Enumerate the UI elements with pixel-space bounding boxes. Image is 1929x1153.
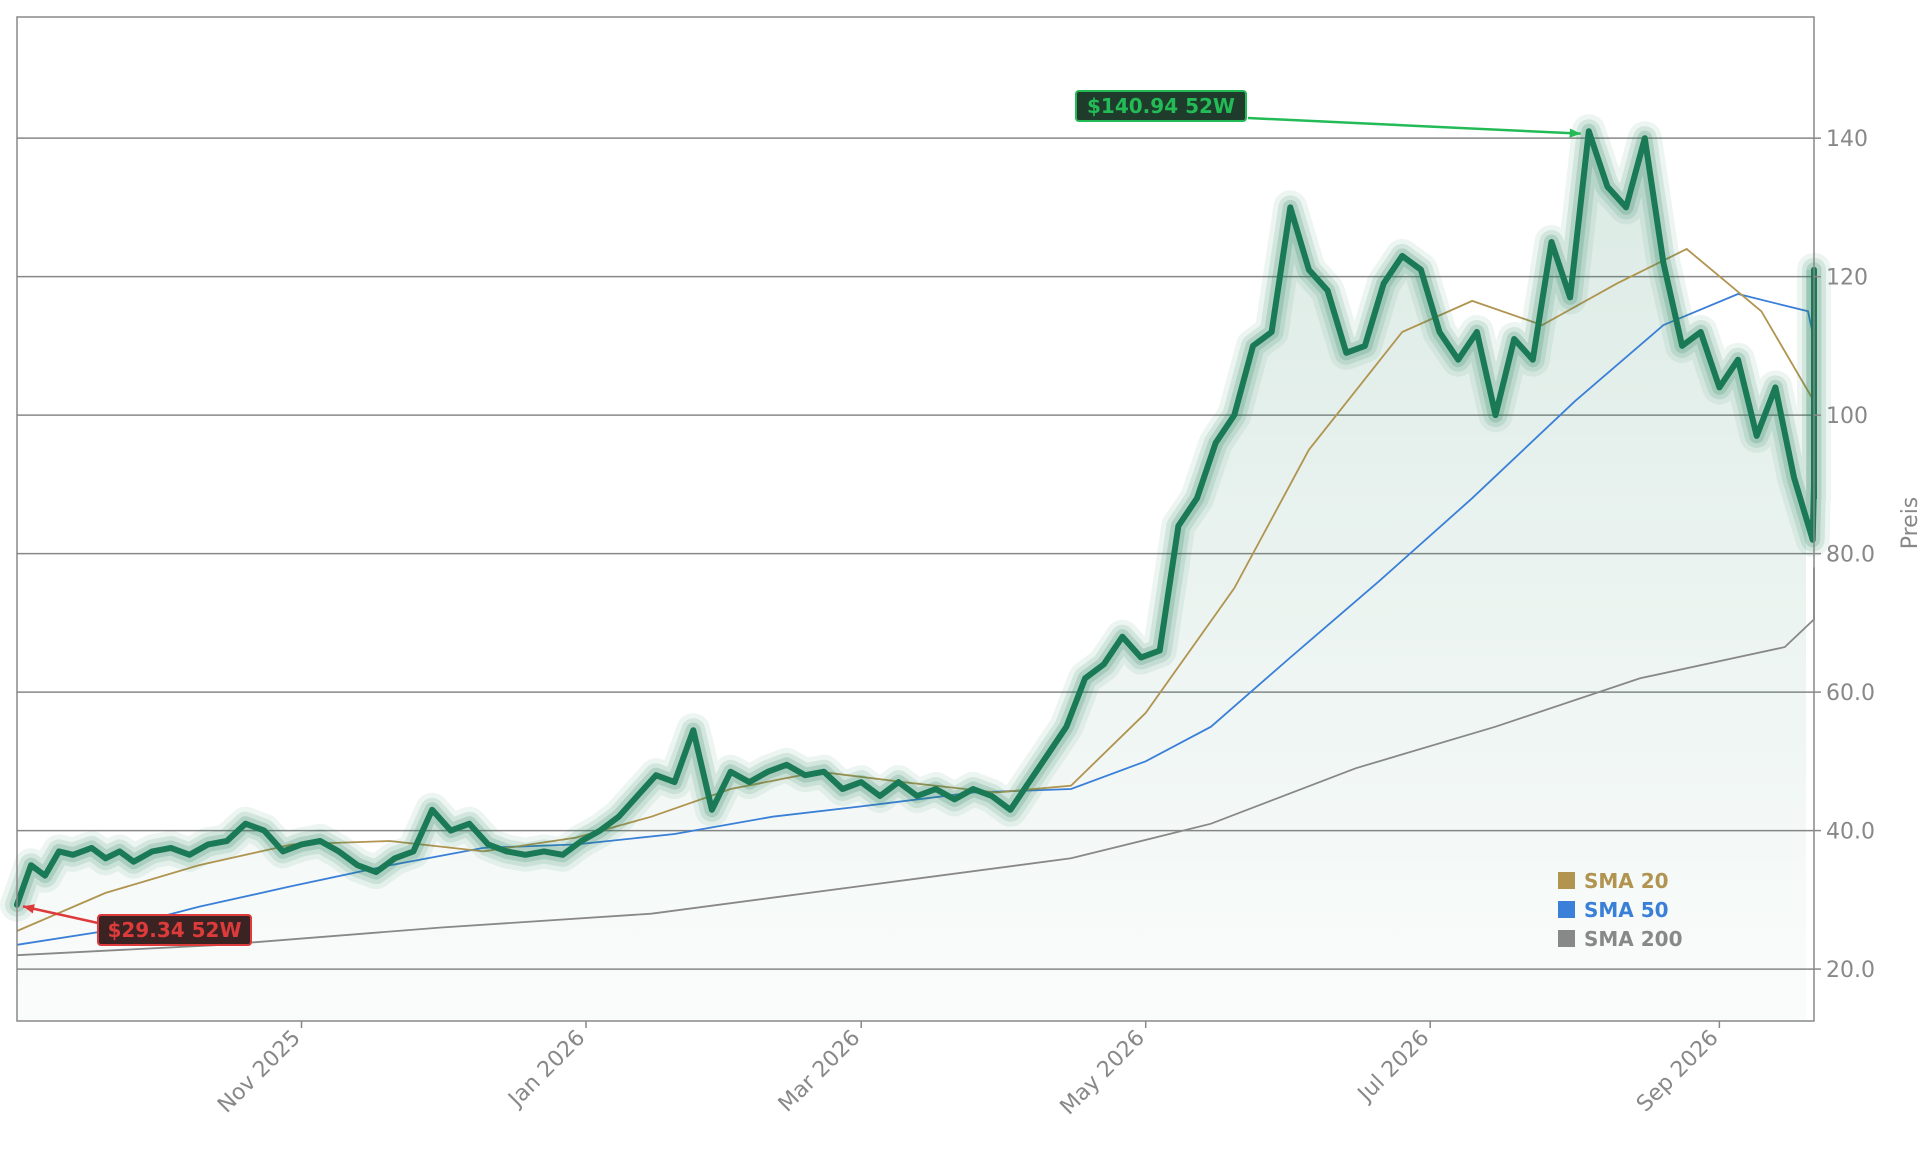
legend-label: SMA 200 bbox=[1584, 927, 1683, 951]
y-tick-label: 20.0 bbox=[1826, 958, 1875, 983]
legend-swatch bbox=[1558, 872, 1575, 889]
x-tick-label: May 2026 bbox=[1056, 1026, 1150, 1120]
callout-label: $29.34 52W bbox=[107, 918, 241, 942]
legend-label: SMA 20 bbox=[1584, 869, 1669, 893]
callout-arrow bbox=[1247, 116, 1581, 135]
price-area bbox=[17, 131, 1814, 1021]
x-tick-label: Jul 2026 bbox=[1352, 1026, 1434, 1108]
price-area-fill bbox=[17, 131, 1814, 1021]
callout-box bbox=[97, 914, 252, 946]
legend: SMA 20 SMA 50 SMA 200 bbox=[1558, 869, 1683, 951]
x-tick-label: Sep 2026 bbox=[1632, 1026, 1724, 1118]
price-line bbox=[14, 128, 1817, 908]
callout-arrowhead bbox=[1569, 128, 1581, 138]
callout-arrow bbox=[22, 905, 99, 925]
legend-label: SMA 50 bbox=[1584, 898, 1669, 922]
legend-swatch bbox=[1558, 901, 1575, 918]
y-axis-title: Preis bbox=[1898, 497, 1923, 550]
series-line-sma-200 bbox=[16, 567, 1815, 957]
y-tick-label: 60.0 bbox=[1826, 681, 1875, 706]
y-tick-label: 40.0 bbox=[1826, 820, 1875, 845]
series-lines bbox=[0, 114, 1831, 957]
callout-low: $29.34 52W bbox=[22, 904, 252, 946]
y-axis: 20.0 40.0 60.0 80.0 100 120 140 bbox=[1814, 127, 1875, 983]
callout-box bbox=[1075, 90, 1247, 122]
annotations: $140.94 52W $29.34 52W bbox=[22, 90, 1581, 946]
y-tick-label: 100 bbox=[1826, 404, 1868, 429]
callout-arrowhead bbox=[23, 904, 35, 914]
x-tick-label: Jan 2026 bbox=[503, 1026, 591, 1114]
callout-high: $140.94 52W bbox=[1075, 90, 1581, 138]
legend-swatch bbox=[1558, 930, 1575, 947]
x-tick-label: Nov 2025 bbox=[213, 1026, 306, 1119]
y-tick-label: 80.0 bbox=[1826, 543, 1875, 568]
x-axis: Nov 2025 Jan 2026 Mar 2026 May 2026 Jul 2026… bbox=[213, 1021, 1724, 1120]
y-tick-label: 140 bbox=[1826, 127, 1868, 152]
x-tick-label: Mar 2026 bbox=[774, 1026, 866, 1118]
callout-label: $140.94 52W bbox=[1087, 94, 1235, 118]
plot-frame bbox=[16, 16, 1815, 1022]
grid-lines bbox=[17, 137, 1814, 970]
y-tick-label: 120 bbox=[1826, 266, 1868, 291]
